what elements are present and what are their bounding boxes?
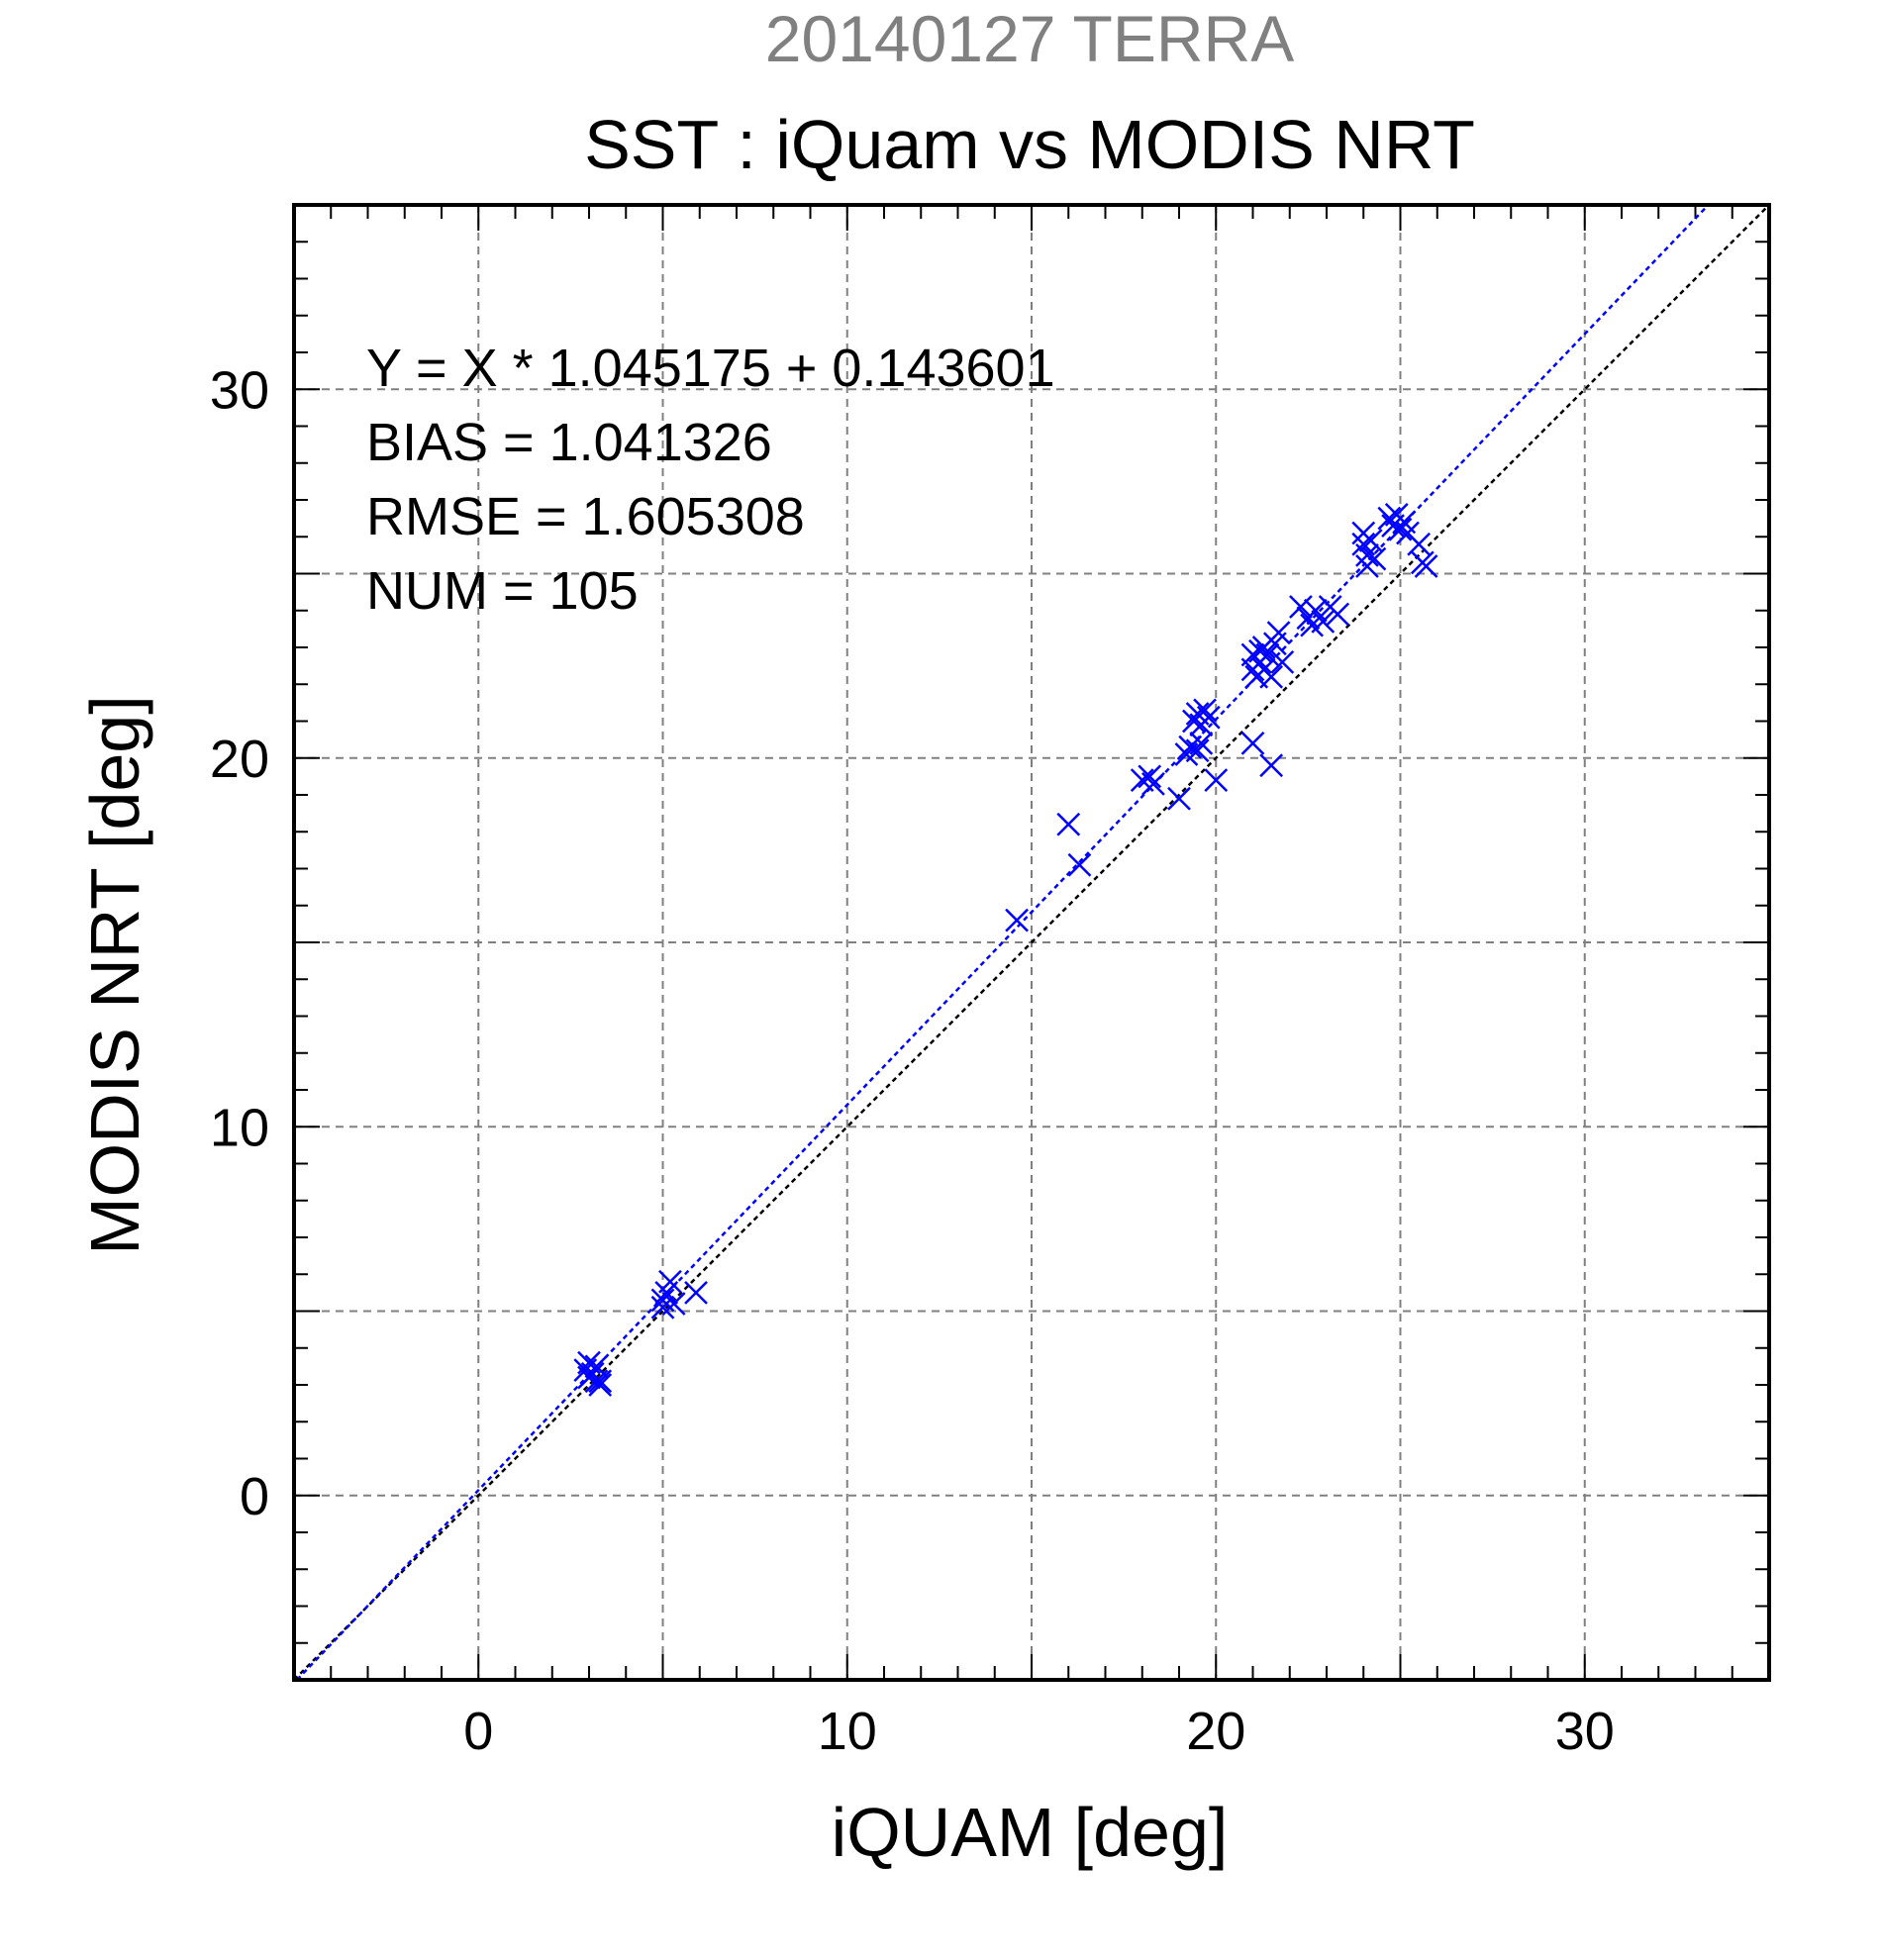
identity-line	[293, 204, 1770, 1681]
data-point	[1138, 764, 1162, 789]
plot-frame	[292, 203, 1771, 1682]
data-point	[684, 1280, 708, 1305]
data-point	[1355, 542, 1379, 567]
y-tick-label: 10	[210, 1098, 269, 1157]
data-point	[1189, 731, 1214, 755]
data-point	[1193, 698, 1217, 723]
data-point	[1005, 908, 1029, 932]
data-point	[1259, 753, 1284, 778]
data-point	[1167, 786, 1191, 811]
data-point	[1289, 595, 1313, 619]
data-point	[1204, 768, 1229, 792]
y-tick-label: 30	[210, 360, 269, 420]
y-axis-label: MODIS NRT [deg]	[76, 695, 153, 1254]
x-tick-label: 0	[463, 1702, 493, 1761]
data-point	[1248, 638, 1272, 663]
x-axis-label: iQUAM [deg]	[832, 1794, 1229, 1871]
data-point	[588, 1369, 613, 1394]
data-point	[1141, 771, 1165, 796]
data-point	[1255, 642, 1280, 667]
data-point	[1270, 650, 1295, 674]
data-point	[1388, 517, 1413, 541]
annotation-rmse: RMSE = 1.605308	[366, 487, 805, 546]
y-tick-label: 20	[210, 730, 269, 789]
stats-annotations: Y = X * 1.045175 + 0.143601 BIAS = 1.041…	[366, 339, 1055, 621]
x-tick-label: 20	[1186, 1702, 1245, 1761]
data-point	[1266, 621, 1291, 644]
annotation-bias: BIAS = 1.041326	[366, 413, 772, 472]
data-point	[584, 1354, 609, 1379]
chart-subtitle: SST : iQuam vs MODIS NRT	[584, 106, 1475, 183]
y-tick-label: 0	[240, 1467, 269, 1526]
data-point	[1362, 546, 1387, 571]
data-point	[1067, 852, 1092, 877]
data-point	[1056, 812, 1081, 836]
reference-lines	[293, 204, 1770, 1681]
annotation-regression: Y = X * 1.045175 + 0.143601	[366, 339, 1055, 398]
data-point	[1240, 731, 1265, 755]
data-point	[588, 1373, 613, 1397]
data-point	[1303, 598, 1328, 623]
data-point	[1414, 554, 1438, 578]
data-point	[650, 1295, 675, 1320]
x-tick-label: 10	[818, 1702, 877, 1761]
data-point	[1259, 664, 1284, 689]
data-points	[573, 503, 1438, 1397]
chart-title: 20140127 TERRA	[765, 2, 1294, 75]
tick-labels: 0 10 20 30 0 10 20 30	[210, 360, 1615, 1761]
data-point	[1196, 705, 1221, 730]
data-point	[1185, 738, 1210, 763]
x-tick-label: 30	[1555, 1702, 1615, 1761]
data-point	[658, 1269, 682, 1294]
data-point	[1407, 532, 1432, 556]
data-point	[1326, 602, 1350, 627]
data-point	[1358, 529, 1383, 552]
annotation-num: NUM = 105	[366, 561, 639, 621]
fit-line	[296, 204, 1710, 1681]
data-point	[1311, 610, 1336, 634]
